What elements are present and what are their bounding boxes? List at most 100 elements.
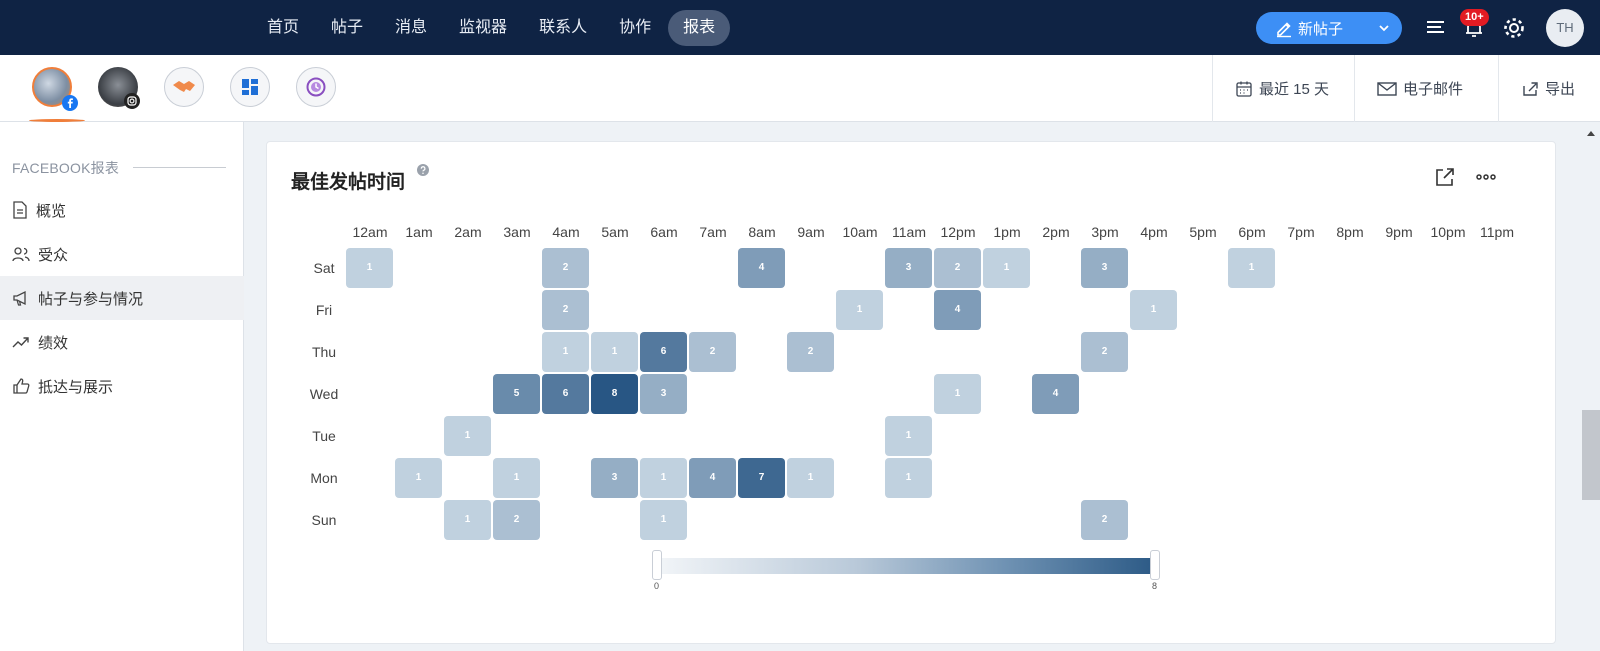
heatmap-cell[interactable]: 1 — [885, 458, 932, 498]
hour-label: 10am — [842, 224, 878, 240]
heatmap-cell[interactable]: 4 — [689, 458, 736, 498]
handshake-profile-avatar[interactable] — [164, 67, 204, 107]
heatmap-cell[interactable]: 7 — [738, 458, 785, 498]
heatmap-cell[interactable]: 1 — [640, 500, 687, 540]
heatmap-cell[interactable]: 1 — [836, 290, 883, 330]
scroll-up-arrow-icon[interactable] — [1585, 128, 1597, 138]
heatmap-cell[interactable]: 2 — [1081, 500, 1128, 540]
heatmap-cell[interactable]: 2 — [787, 332, 834, 372]
export-button[interactable]: 导出 — [1498, 55, 1600, 122]
heatmap-cell[interactable]: 2 — [493, 500, 540, 540]
heatmap-cell[interactable]: 3 — [591, 458, 638, 498]
list-menu-icon[interactable] — [1422, 14, 1450, 42]
scale-max-label: 8 — [1152, 581, 1158, 591]
heatmap-cell[interactable]: 2 — [1081, 332, 1128, 372]
instagram-icon — [124, 93, 140, 109]
heatmap-cell[interactable]: 4 — [934, 290, 981, 330]
nav-item[interactable]: 消息 — [395, 18, 428, 36]
chevron-down-icon[interactable] — [1376, 20, 1392, 36]
heatmap-cell[interactable]: 8 — [591, 374, 638, 414]
heatmap-cell[interactable]: 1 — [885, 416, 932, 456]
heatmap-cell[interactable]: 6 — [640, 332, 687, 372]
clock-icon — [306, 77, 326, 97]
sidebar-item-label: 概览 — [36, 202, 67, 220]
gear-icon[interactable] — [1500, 14, 1528, 42]
trend-icon — [12, 337, 29, 348]
heatmap-cell[interactable]: 6 — [542, 374, 589, 414]
email-button[interactable]: 电子邮件 — [1354, 55, 1498, 122]
user-avatar[interactable]: TH — [1546, 9, 1584, 47]
scale-min-handle[interactable] — [652, 550, 662, 580]
hour-label: 1pm — [993, 224, 1021, 240]
handshake-icon — [173, 81, 195, 92]
nav-item[interactable]: 联系人 — [539, 18, 588, 36]
nav-item[interactable]: 首页 — [267, 18, 300, 36]
scrollbar-track[interactable] — [1582, 122, 1600, 651]
more-options-icon[interactable] — [1475, 166, 1497, 188]
nav-item[interactable]: 帖子 — [331, 18, 364, 36]
heatmap-cell[interactable]: 1 — [542, 332, 589, 372]
instagram-profile-avatar[interactable] — [98, 67, 140, 109]
heatmap-cell[interactable]: 4 — [738, 248, 785, 288]
sidebar-heading: FACEBOOK报表 — [12, 160, 120, 176]
day-label: Tue — [312, 428, 336, 444]
facebook-icon — [62, 95, 78, 111]
heatmap-cell[interactable]: 1 — [444, 416, 491, 456]
day-label: Mon — [310, 470, 338, 486]
sidebar-item-posts-engagement[interactable]: 帖子与参与情况 — [0, 276, 244, 320]
scale-min-label: 0 — [654, 581, 660, 591]
nav-item[interactable]: 协作 — [619, 18, 652, 36]
heatmap-cell[interactable]: 3 — [885, 248, 932, 288]
heatmap-cell[interactable]: 4 — [1032, 374, 1079, 414]
hour-label: 11pm — [1480, 224, 1514, 240]
hour-label: 9pm — [1385, 224, 1413, 240]
sidebar-item-audience[interactable]: 受众 — [0, 232, 244, 276]
sidebar-item-overview[interactable]: 概览 — [0, 188, 244, 232]
heatmap-cell[interactable]: 1 — [493, 458, 540, 498]
heatmap-cell[interactable]: 2 — [689, 332, 736, 372]
scale-max-handle[interactable] — [1150, 550, 1160, 580]
people-icon — [12, 247, 30, 262]
new-post-button[interactable]: 新帖子 — [1256, 12, 1402, 44]
sidebar-item-label: 受众 — [38, 246, 69, 264]
scrollbar-thumb[interactable] — [1582, 410, 1600, 500]
facebook-profile-avatar[interactable] — [32, 67, 78, 111]
heatmap-cell[interactable]: 1 — [934, 374, 981, 414]
thumbs-up-icon — [13, 378, 30, 394]
heatmap-cell[interactable]: 2 — [542, 290, 589, 330]
heatmap-cell[interactable]: 1 — [1130, 290, 1177, 330]
heatmap-cell[interactable]: 1 — [591, 332, 638, 372]
report-sidebar: FACEBOOK报表 概览 受众 帖子与参与情况 绩效 抵达与展示 — [0, 122, 244, 651]
nav-item[interactable]: 监视器 — [459, 18, 508, 36]
open-external-icon[interactable] — [1434, 166, 1456, 188]
heatmap-cell[interactable]: 1 — [1228, 248, 1275, 288]
nav-item[interactable]: 报表 — [668, 9, 731, 46]
profile-selector-bar: 最近 15 天 电子邮件 导出 — [0, 55, 1600, 122]
heatmap-cell[interactable]: 1 — [444, 500, 491, 540]
heatmap-cell[interactable]: 3 — [640, 374, 687, 414]
hour-label: 2am — [454, 224, 482, 240]
heatmap-cell[interactable]: 1 — [983, 248, 1030, 288]
heatmap-cell[interactable]: 2 — [542, 248, 589, 288]
heatmap-cell[interactable]: 2 — [934, 248, 981, 288]
heatmap-cell[interactable]: 1 — [346, 248, 393, 288]
day-label: Sat — [313, 260, 335, 276]
hour-label: 12am — [352, 224, 388, 240]
sidebar-item-label: 绩效 — [38, 334, 69, 352]
hour-label: 10pm — [1430, 224, 1466, 240]
heatmap-cell[interactable]: 5 — [493, 374, 540, 414]
dashboard-profile-avatar[interactable] — [230, 67, 270, 107]
sidebar-item-reach-impressions[interactable]: 抵达与展示 — [0, 364, 244, 408]
help-icon[interactable] — [417, 164, 429, 176]
sidebar-heading-divider — [133, 167, 226, 168]
heatmap-cell[interactable]: 3 — [1081, 248, 1128, 288]
heatmap-cell[interactable]: 1 — [787, 458, 834, 498]
day-label: Thu — [311, 344, 337, 360]
clock-profile-avatar[interactable] — [296, 67, 336, 107]
date-range-button[interactable]: 最近 15 天 — [1212, 55, 1354, 122]
sidebar-item-performance[interactable]: 绩效 — [0, 320, 244, 364]
heatmap-cell[interactable]: 1 — [640, 458, 687, 498]
email-label: 电子邮件 — [1403, 81, 1464, 98]
heatmap-cell[interactable]: 1 — [395, 458, 442, 498]
hour-label: 12pm — [940, 224, 976, 240]
